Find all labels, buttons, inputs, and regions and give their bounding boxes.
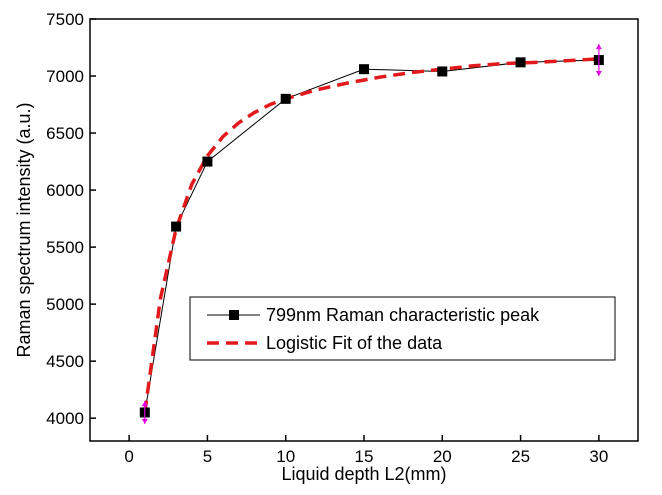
x-axis-ticks: 0 5 10 15 20 25 30 bbox=[124, 435, 608, 466]
legend: 799nm Raman characteristic peak Logistic… bbox=[189, 296, 616, 361]
x-tick-label: 15 bbox=[355, 447, 374, 466]
legend-marker-raman-peak bbox=[229, 310, 239, 320]
y-tick-label: 6000 bbox=[46, 181, 84, 200]
x-tick-label: 20 bbox=[433, 447, 452, 466]
y-tick-label: 5500 bbox=[46, 238, 84, 257]
y-axis-label: Raman spectrum intensity (a.u.) bbox=[14, 102, 34, 357]
x-tick-label: 0 bbox=[124, 447, 133, 466]
error-arrow-up bbox=[595, 44, 602, 50]
y-tick-label: 6500 bbox=[46, 124, 84, 143]
error-arrow-up bbox=[141, 401, 148, 407]
data-point-raman-peak bbox=[171, 221, 182, 232]
x-tick-label: 30 bbox=[589, 447, 608, 466]
y-tick-label: 7500 bbox=[46, 10, 84, 29]
legend-label-logistic-fit: Logistic Fit of the data bbox=[266, 333, 443, 353]
x-tick-label: 25 bbox=[511, 447, 530, 466]
data-point-raman-peak bbox=[280, 93, 291, 104]
data-point-raman-peak bbox=[515, 57, 526, 68]
x-tick-label: 5 bbox=[203, 447, 212, 466]
series-layer bbox=[139, 55, 604, 418]
y-tick-label: 5000 bbox=[46, 295, 84, 314]
legend-label-raman-peak: 799nm Raman characteristic peak bbox=[266, 305, 540, 325]
y-tick-label: 4500 bbox=[46, 352, 84, 371]
data-point-raman-peak bbox=[437, 66, 448, 77]
data-point-raman-peak bbox=[202, 156, 213, 167]
series-line-logistic-fit bbox=[143, 57, 599, 413]
data-point-raman-peak bbox=[359, 64, 369, 75]
error-arrow-down bbox=[595, 71, 602, 77]
x-tick-label: 10 bbox=[276, 447, 295, 466]
y-axis-ticks: 4000 4500 5000 5500 6000 6500 7000 7500 bbox=[46, 10, 96, 428]
error-arrow-down bbox=[141, 418, 148, 424]
x-axis-label: Liquid depth L2(mm) bbox=[281, 464, 446, 484]
y-tick-label: 4000 bbox=[46, 409, 84, 428]
y-tick-label: 7000 bbox=[46, 67, 84, 86]
error-markers-layer bbox=[141, 44, 602, 424]
legend-box bbox=[189, 296, 616, 361]
